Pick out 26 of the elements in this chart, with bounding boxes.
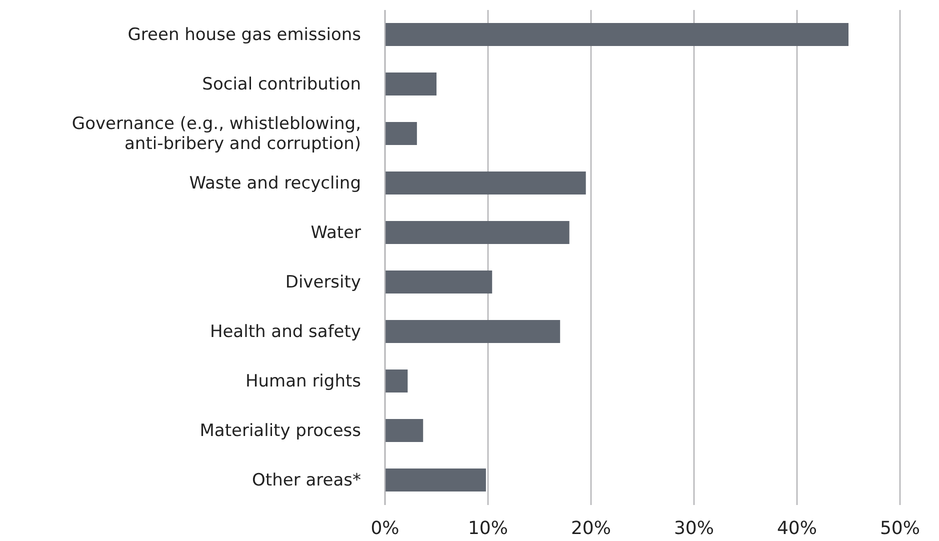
bar xyxy=(385,320,560,343)
bar xyxy=(385,468,486,492)
y-tick-label: Health and safety xyxy=(210,322,361,342)
y-tick-label: Diversity xyxy=(285,272,361,292)
y-tick-label: Social contribution xyxy=(202,74,361,94)
bar xyxy=(385,23,848,46)
y-tick-label: Green house gas emissions xyxy=(128,24,362,45)
bar xyxy=(385,122,417,145)
x-tick-label: 40% xyxy=(776,518,818,539)
x-tick-label: 0% xyxy=(370,518,400,539)
x-tick-label: 30% xyxy=(674,518,714,539)
bar xyxy=(385,172,586,194)
y-tick-label: Water xyxy=(310,222,361,243)
y-tick-label: Other areas* xyxy=(252,470,361,490)
y-tick-label: Governance (e.g., whistleblowing, anti-bribery and corruption) xyxy=(72,114,361,154)
bar xyxy=(385,419,424,442)
x-tick-label: 20% xyxy=(570,518,612,539)
y-tick-label: Human rights xyxy=(245,371,362,392)
bar xyxy=(385,221,570,244)
x-tick-label: 50% xyxy=(880,518,920,539)
y-tick-label: Waste and recycling xyxy=(189,173,361,194)
x-tick-label: 10% xyxy=(468,518,508,539)
bar xyxy=(385,72,436,96)
y-tick-label: Materiality process xyxy=(200,420,362,441)
bar xyxy=(385,370,408,392)
bar xyxy=(385,270,492,294)
